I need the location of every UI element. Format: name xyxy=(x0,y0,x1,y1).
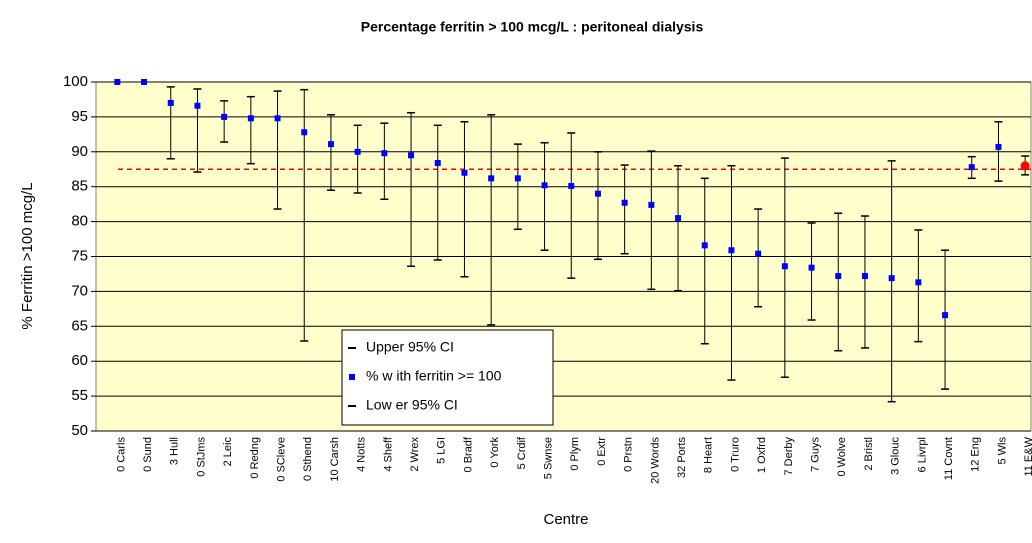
y-tick-label: 75 xyxy=(71,247,88,264)
legend-label: Low er 95% CI xyxy=(366,397,458,413)
point xyxy=(408,152,415,159)
point xyxy=(594,190,601,197)
x-tick-label: 0 York xyxy=(489,437,501,468)
x-tick-label: 0 Extr xyxy=(596,437,608,466)
x-tick-label: 1 Oxfrd xyxy=(756,437,768,473)
x-tick-label: 5 LGI xyxy=(436,437,448,464)
point xyxy=(434,159,441,166)
x-tick-label: 10 Carsh xyxy=(329,437,341,482)
x-tick-label: 5 Swnse xyxy=(542,437,554,479)
y-tick-label: 100 xyxy=(63,73,88,90)
point xyxy=(728,247,735,254)
point xyxy=(915,279,922,286)
x-tick-label: 7 Guys xyxy=(809,437,821,472)
y-tick-label: 55 xyxy=(71,387,88,404)
x-tick-label: 11 Covnt xyxy=(943,437,955,480)
point xyxy=(675,215,682,222)
y-tick-label: 95 xyxy=(71,108,88,125)
highlight-point xyxy=(1020,161,1030,171)
point xyxy=(221,113,228,120)
x-tick-label: 5 Wls xyxy=(996,436,1008,464)
x-tick-label: 6 Livrpl xyxy=(916,437,928,472)
point xyxy=(301,129,308,136)
point xyxy=(648,201,655,208)
point xyxy=(381,150,388,157)
x-tick-label: 20 Words xyxy=(649,437,661,484)
point xyxy=(247,115,254,122)
point xyxy=(808,264,815,271)
legend-box xyxy=(341,329,554,426)
y-tick-label: 60 xyxy=(71,352,88,369)
x-tick-label: 0 Truro xyxy=(729,437,741,472)
x-tick-label: 0 Prstn xyxy=(623,437,635,472)
x-tick-label: 4 Sheff xyxy=(382,436,394,472)
point xyxy=(541,182,548,189)
point xyxy=(861,273,868,280)
x-tick-label: 0 SCleve xyxy=(275,437,287,482)
y-tick-label: 85 xyxy=(71,178,88,195)
x-tick-label: 0 Plym xyxy=(569,437,581,471)
y-tick-label: 70 xyxy=(71,282,88,299)
x-tick-label: 2 Leic xyxy=(222,437,234,467)
point xyxy=(968,164,975,171)
point xyxy=(354,148,361,155)
x-tick-label: 3 Glouc xyxy=(890,437,902,475)
x-axis-label: Centre xyxy=(543,511,588,528)
x-tick-label: 0 StJms xyxy=(195,437,207,477)
chart-title: Percentage ferritin > 100 mcg/L : perito… xyxy=(361,19,704,35)
point xyxy=(327,141,334,148)
point xyxy=(621,199,628,206)
point xyxy=(114,79,121,85)
y-tick-label: 80 xyxy=(71,213,88,230)
legend-label: Upper 95% CI xyxy=(366,339,454,355)
x-tick-label: 4 Notts xyxy=(356,437,368,472)
point xyxy=(835,273,842,280)
x-tick-label: 0 Sund xyxy=(142,437,154,472)
point xyxy=(781,263,788,270)
x-tick-label: 5 Crdif xyxy=(516,436,528,469)
point xyxy=(995,143,1002,150)
x-tick-label: 2 Wrex xyxy=(409,437,421,472)
legend: Upper 95% CI % w ith ferritin >= 100 Low e… xyxy=(341,329,554,426)
y-tick-label: 50 xyxy=(71,422,88,439)
x-tick-label: 0 Redng xyxy=(249,437,261,479)
x-tick-label: 11 E&W xyxy=(1023,436,1032,476)
point xyxy=(194,102,201,109)
point xyxy=(888,275,895,282)
x-tick-label: 0 Wolve xyxy=(836,437,848,477)
y-tick-label: 65 xyxy=(71,317,88,334)
x-tick-label: 7 Derby xyxy=(783,437,795,476)
point xyxy=(755,250,762,257)
point xyxy=(514,175,521,182)
legend-label: % w ith ferritin >= 100 xyxy=(366,368,502,384)
point xyxy=(942,312,949,319)
point xyxy=(141,79,148,85)
x-tick-label: 32 Ports xyxy=(676,437,688,478)
point xyxy=(167,99,174,106)
x-tick-label: 0 Carls xyxy=(115,437,127,472)
legend-marker xyxy=(349,374,355,380)
x-tick-label: 8 Heart xyxy=(703,437,715,473)
y-axis-label: % Ferritin >100 mcg/L xyxy=(19,182,36,329)
x-tick-label: 0 Sthend xyxy=(302,437,314,481)
x-tick-label: 0 Bradf xyxy=(462,436,474,472)
point xyxy=(568,183,575,190)
y-tick-label: 90 xyxy=(71,143,88,160)
x-tick-label: 3 Hull xyxy=(169,437,181,465)
point xyxy=(701,242,708,249)
point xyxy=(274,115,281,122)
point xyxy=(461,169,468,176)
x-tick-label: 12 Eng xyxy=(970,437,982,472)
point xyxy=(488,175,495,182)
x-tick-label: 2 Bristl xyxy=(863,437,875,471)
